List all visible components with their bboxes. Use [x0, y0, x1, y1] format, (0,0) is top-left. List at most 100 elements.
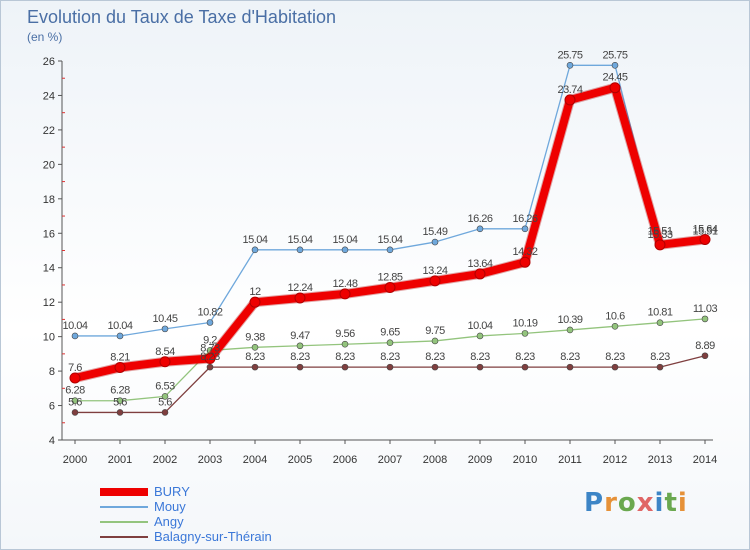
data-point [474, 268, 486, 280]
data-point [206, 363, 214, 371]
data-label: 9.75 [425, 325, 445, 337]
x-tick-label: 2005 [288, 454, 312, 466]
data-label: 8.54 [155, 346, 175, 358]
data-point [699, 233, 711, 245]
data-label: 7.6 [68, 362, 82, 374]
data-point [566, 363, 574, 371]
data-point [339, 288, 351, 300]
data-label: 9.65 [380, 327, 400, 339]
x-tick-label: 2002 [153, 454, 177, 466]
data-point [386, 339, 394, 346]
data-point [159, 356, 171, 368]
x-tick-label: 2006 [333, 454, 357, 466]
data-point [341, 363, 349, 371]
data-label: 12 [249, 286, 261, 298]
data-label: 8.23 [605, 351, 625, 363]
legend-item: Angy [100, 514, 360, 529]
data-point [71, 332, 79, 340]
data-label: 8.23 [200, 351, 220, 363]
legend-swatch [100, 487, 148, 496]
data-label: 10.81 [647, 307, 672, 319]
data-label: 24.45 [602, 72, 627, 84]
data-label: 10.82 [197, 307, 222, 319]
data-point [656, 363, 664, 371]
logo-letter: x [636, 488, 655, 518]
data-label: 8.23 [245, 351, 265, 363]
y-tick-label: 16 [43, 228, 55, 240]
data-label: 8.23 [650, 351, 670, 363]
data-point [521, 330, 529, 337]
data-point [654, 239, 666, 251]
data-label: 23.74 [557, 84, 582, 96]
data-label: 10.04 [467, 320, 492, 332]
y-tick-label: 8 [49, 366, 55, 378]
data-label: 9.2 [203, 334, 217, 346]
data-point [611, 62, 619, 69]
data-label: 15.04 [332, 234, 357, 246]
data-label: 10.6 [605, 310, 625, 322]
data-point [384, 282, 396, 294]
data-point [161, 325, 169, 333]
data-point [611, 363, 619, 371]
data-label: 8.23 [335, 351, 355, 363]
data-point [566, 326, 574, 334]
x-tick-label: 2003 [198, 454, 222, 466]
data-point [116, 332, 124, 340]
data-label: 10.39 [557, 314, 582, 326]
data-point [386, 246, 394, 254]
x-tick-label: 2007 [378, 454, 402, 466]
data-label: 15.33 [647, 229, 672, 241]
data-label: 10.04 [107, 320, 132, 332]
legend-item: Mouy [100, 499, 360, 514]
data-point [251, 344, 259, 351]
legend-label: Angy [154, 514, 184, 529]
data-point [341, 340, 349, 348]
data-label: 15.04 [377, 234, 402, 246]
data-label: 8.23 [380, 351, 400, 363]
data-point [296, 363, 304, 371]
data-point [251, 246, 259, 254]
data-point [386, 363, 394, 371]
y-tick-label: 24 [43, 90, 55, 102]
data-point [431, 337, 439, 345]
data-label: 6.53 [155, 380, 175, 392]
x-tick-label: 2001 [108, 454, 132, 466]
data-label: 15.51 [692, 226, 717, 238]
data-point [519, 256, 531, 268]
data-label: 8.73 [200, 343, 220, 355]
data-label: 10.19 [512, 317, 537, 329]
x-tick-label: 2008 [423, 454, 447, 466]
data-label: 15.51 [647, 226, 672, 238]
data-label: 12.24 [287, 282, 312, 294]
data-label: 15.64 [692, 223, 717, 235]
y-tick-label: 14 [43, 263, 55, 275]
data-point [431, 363, 439, 371]
y-tick-label: 26 [43, 56, 55, 68]
data-label: 25.75 [557, 49, 582, 61]
legend-label: Mouy [154, 499, 186, 514]
data-point [476, 363, 484, 371]
y-tick-label: 18 [43, 194, 55, 206]
data-label: 11.03 [693, 303, 718, 315]
x-tick-label: 2011 [558, 454, 582, 466]
data-label: 12.85 [377, 272, 402, 284]
y-tick-label: 12 [43, 297, 55, 309]
data-label: 16.26 [467, 213, 492, 225]
data-label: 9.38 [245, 331, 265, 343]
data-point [341, 246, 349, 254]
legend-swatch [100, 520, 148, 523]
data-label: 6.28 [110, 385, 130, 397]
data-point [296, 246, 304, 254]
x-tick-label: 2004 [243, 454, 267, 466]
data-point [521, 225, 529, 233]
data-label: 14.32 [512, 246, 537, 258]
data-label: 9.56 [335, 328, 355, 340]
x-tick-label: 2010 [513, 454, 537, 466]
data-point [476, 225, 484, 233]
chart-title: Evolution du Taux de Taxe d'Habitation [27, 7, 336, 27]
data-point [701, 352, 709, 360]
logo-letter: t [664, 488, 678, 518]
data-label: 5.6 [68, 396, 82, 408]
